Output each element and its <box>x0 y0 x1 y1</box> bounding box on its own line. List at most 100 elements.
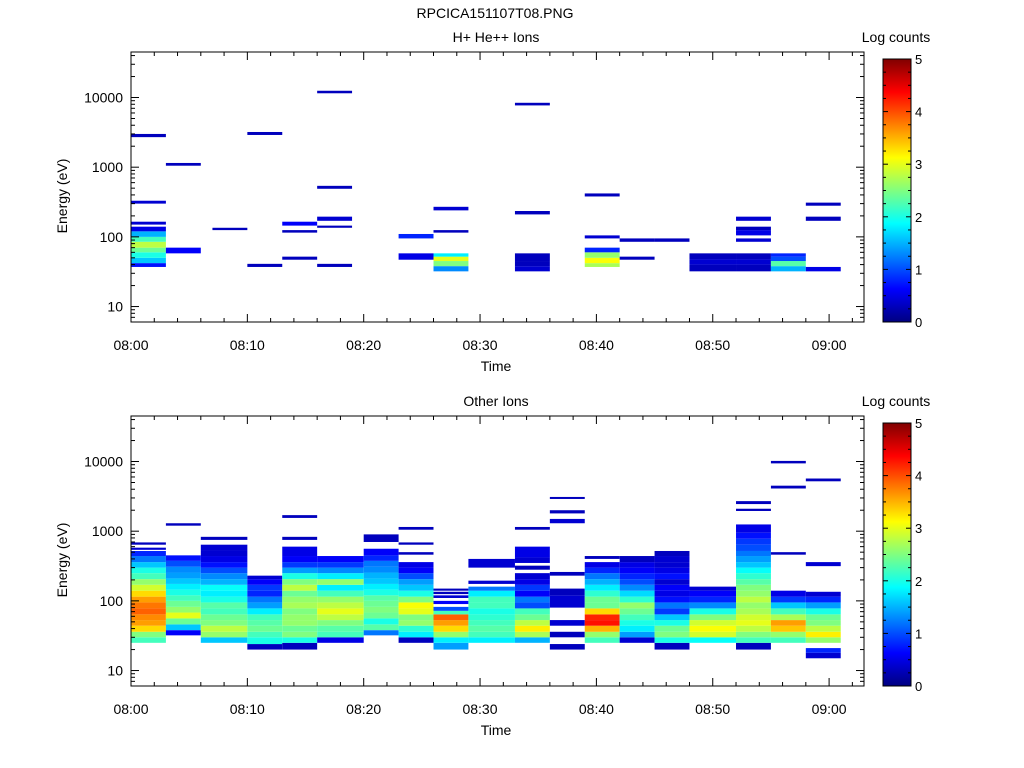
heatmap-cell <box>514 625 550 632</box>
heatmap-cell <box>654 637 690 643</box>
heatmap-cell <box>131 608 166 615</box>
heatmap-cell <box>433 606 469 611</box>
heatmap-cell <box>619 579 655 585</box>
heatmap-cell <box>770 637 806 643</box>
heatmap-cell <box>282 579 318 585</box>
heatmap-cell <box>398 579 434 585</box>
heatmap-cell <box>317 608 364 615</box>
heatmap-cell <box>317 579 364 585</box>
heatmap-cell <box>654 596 690 603</box>
heatmap-cell <box>200 573 248 580</box>
heatmap-cell <box>247 263 283 267</box>
heatmap-cell <box>247 614 283 621</box>
heatmap-cell <box>619 590 655 597</box>
heatmap-cell <box>282 515 318 518</box>
heatmap-cell <box>165 630 201 636</box>
heatmap-cell <box>468 631 515 638</box>
heatmap-cell <box>433 591 469 595</box>
heatmap-cell <box>363 624 399 631</box>
colorbar-tick-label: 0 <box>915 679 922 694</box>
heatmap-cell <box>165 624 201 631</box>
heatmap-cell <box>584 625 620 632</box>
heatmap-cell <box>398 631 434 638</box>
heatmap-cell <box>282 614 318 621</box>
heatmap-cell <box>549 644 585 650</box>
heatmap-cell <box>619 556 655 563</box>
heatmap-cell <box>200 596 248 603</box>
heatmap-cell <box>584 263 620 267</box>
heatmap-cell <box>736 501 771 505</box>
heatmap-cell <box>433 206 469 211</box>
heatmap-cell <box>584 235 620 239</box>
heatmap-cell <box>165 612 201 619</box>
heatmap-cell <box>736 238 771 242</box>
heatmap-cell <box>131 547 166 550</box>
y-tick-label: 1000 <box>92 523 123 539</box>
heatmap-cell <box>654 584 690 591</box>
heatmap-cell <box>584 596 620 603</box>
heatmap-cell <box>282 556 318 563</box>
heatmap-cell <box>654 608 690 615</box>
heatmap-cell <box>363 612 399 619</box>
heatmap-cell <box>200 550 248 557</box>
heatmap-cell <box>131 631 166 638</box>
heatmap-cell <box>770 253 806 257</box>
heatmap-cell <box>317 185 353 189</box>
plot-frame <box>130 415 865 687</box>
colorbar-tick-labels: 0 1 2 3 4 5 <box>915 416 922 694</box>
heatmap-cell <box>433 600 469 605</box>
heatmap-cell <box>398 602 434 609</box>
heatmap-cell <box>131 573 166 580</box>
heatmap-cell <box>514 637 550 643</box>
heatmap-cell <box>282 256 318 260</box>
heatmap-cell <box>654 590 690 597</box>
heatmap-cell <box>200 562 248 568</box>
heatmap-cell <box>514 546 550 558</box>
heatmap-cell <box>654 556 690 563</box>
heatmap-cell <box>736 538 771 545</box>
heatmap-cell <box>131 614 166 621</box>
heatmap-cell <box>165 523 201 526</box>
heatmap-cell <box>131 550 166 557</box>
heatmap-cell <box>805 602 841 609</box>
y-axis-label: Energy (eV) <box>54 159 70 234</box>
heatmap-cell <box>805 608 841 615</box>
heatmap-cell <box>131 241 166 248</box>
heatmap-cell <box>363 589 399 596</box>
heatmap-cell <box>770 614 806 621</box>
heatmap-cell <box>468 637 515 643</box>
colorbar-ticks <box>883 58 911 323</box>
heatmap-cell <box>514 102 550 106</box>
heatmap-cell <box>689 259 737 265</box>
heatmap-cell <box>165 600 201 607</box>
heatmap-cell <box>433 642 469 650</box>
heatmap-cell <box>282 573 318 580</box>
heatmap-cell <box>619 573 655 580</box>
heatmap-cell <box>131 247 166 253</box>
heatmap-cell <box>468 625 515 632</box>
heatmap-cell <box>770 261 806 267</box>
heatmap-cell <box>247 131 283 135</box>
heatmap-cell <box>468 596 515 603</box>
heatmap-cell <box>549 620 585 626</box>
heatmap-cell <box>200 625 248 632</box>
heatmap-cell <box>689 264 737 272</box>
heatmap-cell <box>770 596 806 603</box>
heatmap-cell <box>433 614 469 621</box>
x-tick-label: 08:00 <box>113 701 148 717</box>
heatmap-cell <box>247 644 283 650</box>
heatmap-cell <box>770 631 806 638</box>
x-tick-labels: 08:00 08:10 08:20 08:30 08:40 08:50 09:0… <box>113 701 846 717</box>
heatmap-cell <box>736 532 771 539</box>
heatmap-cell <box>317 625 364 632</box>
heatmap-cell <box>363 618 399 625</box>
heatmap-cell <box>514 253 550 262</box>
heatmap-cell <box>736 556 771 563</box>
y-tick-label: 100 <box>100 229 124 245</box>
heatmap-cell <box>514 211 550 215</box>
heatmap-cell <box>514 584 550 591</box>
heatmap-cell <box>619 614 655 621</box>
heatmap-cell <box>770 256 806 262</box>
heatmap-cell <box>654 620 690 626</box>
heatmap-cell <box>736 524 771 533</box>
